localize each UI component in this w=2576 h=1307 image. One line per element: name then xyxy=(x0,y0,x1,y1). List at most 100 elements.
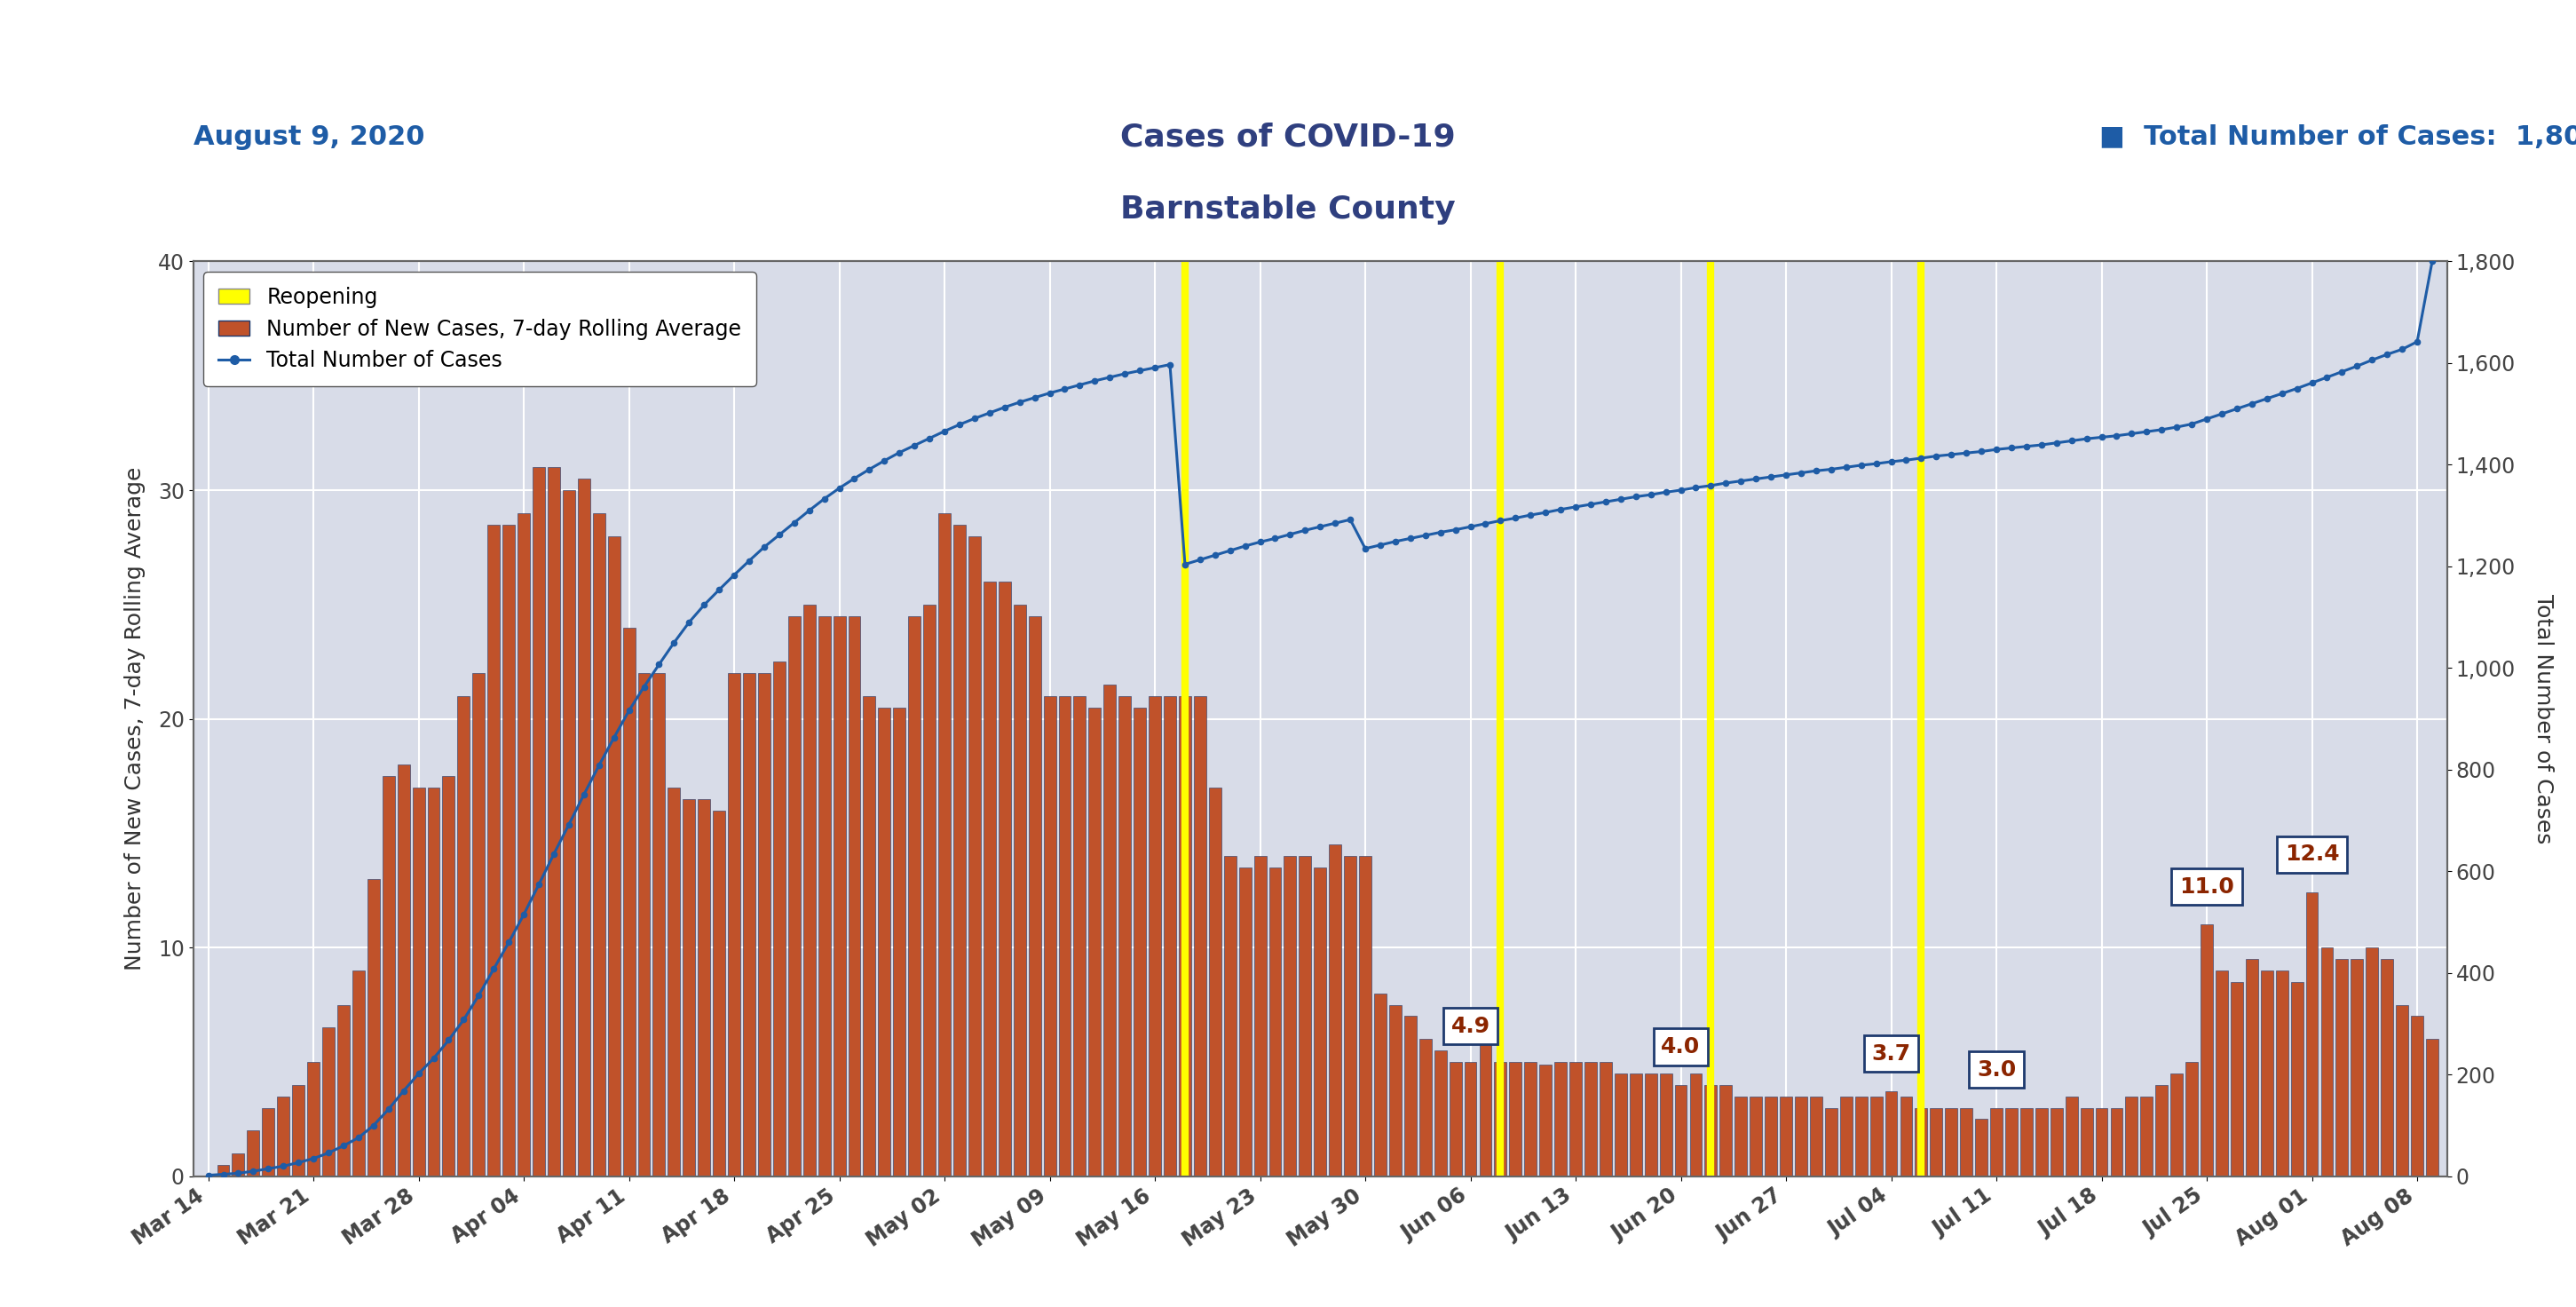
Bar xyxy=(2336,959,2349,1176)
Text: 12.4: 12.4 xyxy=(2285,844,2339,865)
Bar xyxy=(1749,1097,1762,1176)
Bar xyxy=(443,776,456,1176)
Bar xyxy=(1839,1097,1852,1176)
Bar xyxy=(2081,1108,2092,1176)
Bar xyxy=(1991,1108,2002,1176)
Bar xyxy=(2066,1097,2079,1176)
Bar xyxy=(1373,993,1386,1176)
Bar xyxy=(1643,1073,1656,1176)
Bar xyxy=(1600,1061,1613,1176)
Bar xyxy=(1090,707,1100,1176)
Bar xyxy=(1043,697,1056,1176)
Text: 3.0: 3.0 xyxy=(1976,1059,2017,1080)
Bar xyxy=(562,490,574,1176)
Bar xyxy=(428,787,440,1176)
Bar xyxy=(683,799,696,1176)
Bar xyxy=(577,478,590,1176)
Bar xyxy=(2156,1085,2169,1176)
Bar xyxy=(2396,1005,2409,1176)
Bar xyxy=(1525,1061,1538,1176)
Bar xyxy=(2172,1073,2182,1176)
Bar xyxy=(291,1085,304,1176)
Bar xyxy=(247,1131,260,1176)
Bar xyxy=(652,673,665,1176)
Bar xyxy=(1659,1073,1672,1176)
Bar xyxy=(788,616,801,1176)
Bar xyxy=(307,1061,319,1176)
Y-axis label: Total Number of Cases: Total Number of Cases xyxy=(2532,593,2555,844)
Bar xyxy=(1103,685,1115,1176)
Bar xyxy=(1734,1097,1747,1176)
Bar xyxy=(2306,893,2318,1176)
Bar xyxy=(2427,1039,2439,1176)
Bar xyxy=(502,524,515,1176)
Bar xyxy=(1208,787,1221,1176)
Bar xyxy=(1239,868,1252,1176)
Bar xyxy=(894,707,907,1176)
Bar xyxy=(1705,1085,1718,1176)
Bar xyxy=(1118,697,1131,1176)
Bar xyxy=(353,970,366,1176)
Bar xyxy=(1255,856,1267,1176)
Bar xyxy=(1314,868,1327,1176)
Bar xyxy=(1510,1061,1522,1176)
Bar xyxy=(804,605,817,1176)
Bar xyxy=(1329,844,1342,1176)
Bar xyxy=(1870,1097,1883,1176)
Text: ■  Total Number of Cases:  1,800: ■ Total Number of Cases: 1,800 xyxy=(2099,124,2576,150)
Bar xyxy=(1450,1061,1461,1176)
Bar xyxy=(909,616,920,1176)
Bar xyxy=(1419,1039,1432,1176)
Bar xyxy=(412,787,425,1176)
Bar xyxy=(216,1165,229,1176)
Bar xyxy=(2215,970,2228,1176)
Bar xyxy=(667,787,680,1176)
Bar xyxy=(1270,868,1280,1176)
Legend: Reopening, Number of New Cases, 7-day Rolling Average, Total Number of Cases: Reopening, Number of New Cases, 7-day Ro… xyxy=(204,272,757,386)
Bar xyxy=(2035,1108,2048,1176)
Bar xyxy=(1914,1108,1927,1176)
Bar xyxy=(878,707,891,1176)
Bar xyxy=(999,582,1010,1176)
Bar xyxy=(337,1005,350,1176)
Text: 4.0: 4.0 xyxy=(1662,1036,1700,1057)
Bar xyxy=(368,880,379,1176)
Bar xyxy=(1615,1073,1628,1176)
Bar xyxy=(1133,707,1146,1176)
Bar xyxy=(263,1108,276,1176)
Bar xyxy=(381,776,394,1176)
Bar xyxy=(1569,1061,1582,1176)
Bar xyxy=(1404,1017,1417,1176)
Bar xyxy=(1360,856,1370,1176)
Bar xyxy=(592,514,605,1176)
Bar xyxy=(2246,959,2259,1176)
Bar xyxy=(1631,1073,1641,1176)
Bar xyxy=(1765,1097,1777,1176)
Bar xyxy=(2262,970,2272,1176)
Bar xyxy=(742,673,755,1176)
Bar xyxy=(1780,1097,1793,1176)
Bar xyxy=(819,616,829,1176)
Bar xyxy=(1721,1085,1731,1176)
Bar xyxy=(773,661,786,1176)
Bar xyxy=(1012,605,1025,1176)
Bar xyxy=(1479,1039,1492,1176)
Bar xyxy=(1584,1061,1597,1176)
Bar xyxy=(322,1027,335,1176)
Bar xyxy=(1855,1097,1868,1176)
Bar xyxy=(2290,982,2303,1176)
Bar xyxy=(757,673,770,1176)
Y-axis label: Number of New Cases, 7-day Rolling Average: Number of New Cases, 7-day Rolling Avera… xyxy=(124,467,147,971)
Bar xyxy=(1224,856,1236,1176)
Bar xyxy=(1463,1061,1476,1176)
Bar xyxy=(1388,1005,1401,1176)
Text: Barnstable County: Barnstable County xyxy=(1121,193,1455,225)
Bar xyxy=(1180,697,1190,1176)
Bar xyxy=(608,536,621,1176)
Bar xyxy=(922,605,935,1176)
Bar xyxy=(1886,1091,1899,1176)
Bar xyxy=(2020,1108,2032,1176)
Bar xyxy=(2200,925,2213,1176)
Bar xyxy=(714,810,726,1176)
Bar xyxy=(639,673,649,1176)
